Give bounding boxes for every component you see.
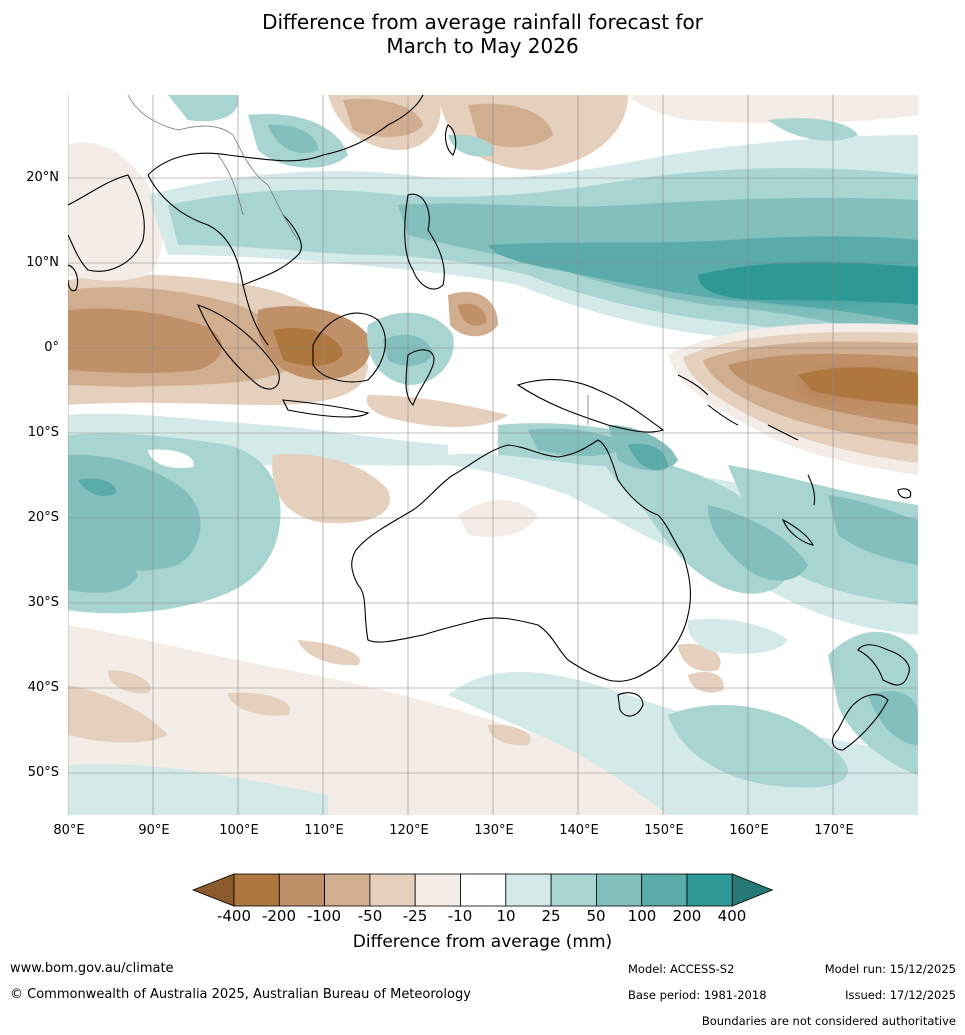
issued-date: Issued: 17/12/2025 xyxy=(845,988,956,1002)
map-title: Difference from average rainfall forecas… xyxy=(0,10,965,58)
legend-swatch xyxy=(369,873,416,907)
lon-label-80e: 80°E xyxy=(53,823,85,838)
website-link[interactable]: www.bom.gov.au/climate xyxy=(10,961,174,976)
legend-swatch xyxy=(686,873,733,907)
legend-tick: 200 xyxy=(672,907,702,925)
title-line-1: Difference from average rainfall forecas… xyxy=(262,10,703,34)
lat-label-30s: 30°S xyxy=(27,595,59,610)
coastlines xyxy=(68,95,912,751)
lon-label-150e: 150°E xyxy=(644,823,684,838)
lat-label-10n: 10°N xyxy=(26,255,59,270)
lat-label-20n: 20°N xyxy=(26,170,59,185)
lat-label-0: 0° xyxy=(44,340,59,355)
wet-anomaly-pacific xyxy=(148,95,918,395)
legend-tick: 50 xyxy=(586,907,606,925)
fiji-coast xyxy=(897,488,912,499)
rainfall-map xyxy=(68,95,918,815)
legend-tick: -10 xyxy=(447,907,473,925)
lon-label-100e: 100°E xyxy=(219,823,259,838)
legend-tick: 400 xyxy=(717,907,747,925)
sulawesi-coast xyxy=(405,349,435,407)
legend-tick: -200 xyxy=(261,907,297,925)
legend-arrow-high xyxy=(731,873,774,907)
copyright-text: © Commonwealth of Australia 2025, Austra… xyxy=(10,987,471,1002)
lon-label-140e: 140°E xyxy=(559,823,599,838)
legend-tick: -100 xyxy=(306,907,342,925)
legend-swatch xyxy=(641,873,688,907)
lon-label-130e: 130°E xyxy=(474,823,514,838)
model-run-date: Model run: 15/12/2025 xyxy=(824,962,956,976)
legend-swatch xyxy=(278,873,326,907)
philippines-coast xyxy=(404,193,445,290)
legend-swatch xyxy=(595,873,643,907)
boundaries-disclaimer: Boundaries are not considered authoritat… xyxy=(701,1014,956,1028)
java-coast xyxy=(282,399,370,418)
legend-tick: -50 xyxy=(357,907,383,925)
lon-label-120e: 120°E xyxy=(389,823,429,838)
legend-tick: 25 xyxy=(541,907,561,925)
nz-north-coast xyxy=(857,644,910,686)
lat-label-50s: 50°S xyxy=(27,765,59,780)
wet-anomaly-south xyxy=(68,631,918,815)
india-coast xyxy=(68,174,145,272)
dry-anomaly-equatorial xyxy=(68,274,371,405)
legend-tick: 100 xyxy=(627,907,657,925)
australia-region xyxy=(448,425,918,693)
legend-colorbar xyxy=(191,873,774,907)
sri-lanka-coast xyxy=(68,264,79,292)
lat-label-10s: 10°S xyxy=(27,425,59,440)
legend-tick: 10 xyxy=(496,907,516,925)
borneo-coast xyxy=(312,312,386,383)
map-canvas xyxy=(68,95,918,815)
australia-coast xyxy=(351,439,692,682)
maritime-continent xyxy=(366,291,676,482)
legend-swatch xyxy=(505,873,552,907)
dry-anomaly-south xyxy=(68,625,668,815)
vanuatu-coast xyxy=(807,474,816,506)
lon-label-110e: 110°E xyxy=(304,823,344,838)
lon-label-170e: 170°E xyxy=(814,823,854,838)
model-name: Model: ACCESS-S2 xyxy=(628,962,735,976)
legend-tick: -25 xyxy=(402,907,428,925)
legend-swatch xyxy=(550,873,597,907)
base-period: Base period: 1981-2018 xyxy=(628,988,767,1002)
new-guinea-coast xyxy=(516,379,665,433)
title-line-2: March to May 2026 xyxy=(386,34,579,58)
legend-title: Difference from average (mm) xyxy=(352,932,613,952)
sumatra-coast xyxy=(197,304,280,390)
new-caledonia-coast xyxy=(781,518,814,546)
legend-swatch xyxy=(324,873,371,907)
nz-south-coast xyxy=(832,694,889,751)
legend-swatch xyxy=(414,873,461,907)
borders xyxy=(127,95,589,425)
solomon-islands-coast xyxy=(677,374,799,441)
legend-swatch xyxy=(460,873,507,907)
lon-label-160e: 160°E xyxy=(729,823,769,838)
lat-label-20s: 20°S xyxy=(27,510,59,525)
tasmania-coast xyxy=(617,692,644,717)
graticule xyxy=(68,95,918,815)
legend-tick: -400 xyxy=(216,907,252,925)
legend-arrow-low xyxy=(191,873,235,907)
legend-swatch xyxy=(233,873,280,907)
blend-layer xyxy=(748,267,918,400)
lon-label-90e: 90°E xyxy=(138,823,170,838)
taiwan-coast xyxy=(444,124,457,156)
se-asia-coast xyxy=(147,95,424,346)
lat-label-40s: 40°S xyxy=(27,680,59,695)
wet-anomaly-indian-ocean xyxy=(68,413,448,614)
